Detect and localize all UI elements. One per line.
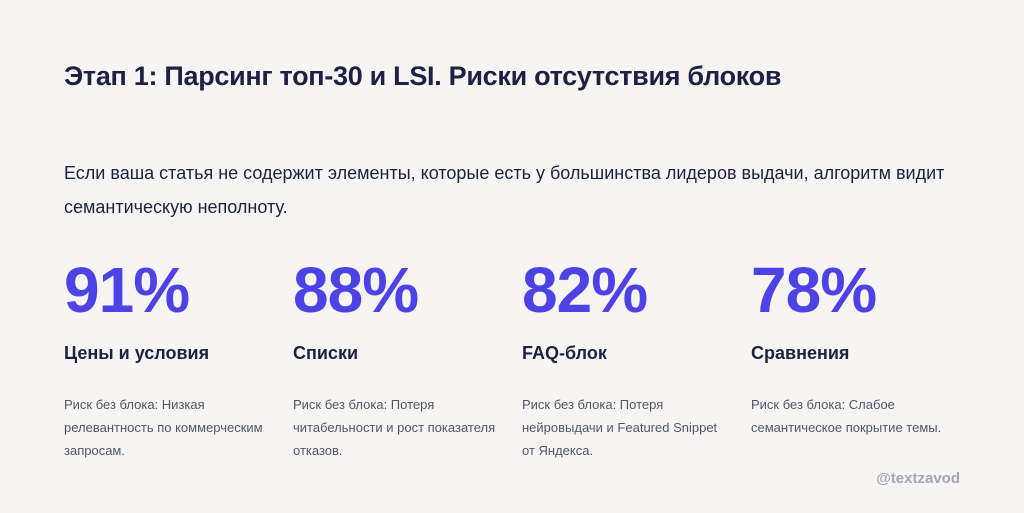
stat-value: 88% [293, 254, 419, 326]
page-title: Этап 1: Парсинг топ-30 и LSI. Риски отсу… [64, 61, 782, 91]
stats-grid: 91% Цены и условия Риск без блока: Низка… [64, 250, 964, 470]
stat-label: Списки [293, 343, 359, 363]
stat-card-faq: 82% FAQ-блок Риск без блока: Потеря нейр… [522, 250, 737, 462]
stat-description: Риск без блока: Потеря нейровыдачи и Fea… [522, 397, 718, 458]
stat-description: Риск без блока: Слабое семантическое пок… [751, 397, 942, 435]
author-handle: @textzavod [876, 470, 960, 487]
stat-card-lists: 88% Списки Риск без блока: Потеря читабе… [293, 250, 508, 462]
stat-value: 82% [522, 254, 648, 326]
stat-description: Риск без блока: Низкая релевантность по … [64, 397, 263, 458]
stat-label: FAQ-блок [522, 343, 607, 363]
stat-label: Цены и условия [64, 343, 210, 363]
intro-text: Если ваша статья не содержит элементы, к… [64, 163, 945, 217]
stat-value: 91% [64, 254, 190, 326]
stat-description: Риск без блока: Потеря читабельности и р… [293, 397, 496, 458]
stat-card-comparisons: 78% Сравнения Риск без блока: Слабое сем… [751, 250, 966, 439]
stat-card-prices: 91% Цены и условия Риск без блока: Низка… [64, 250, 279, 462]
stat-value: 78% [751, 254, 877, 326]
stat-label: Сравнения [751, 343, 850, 363]
